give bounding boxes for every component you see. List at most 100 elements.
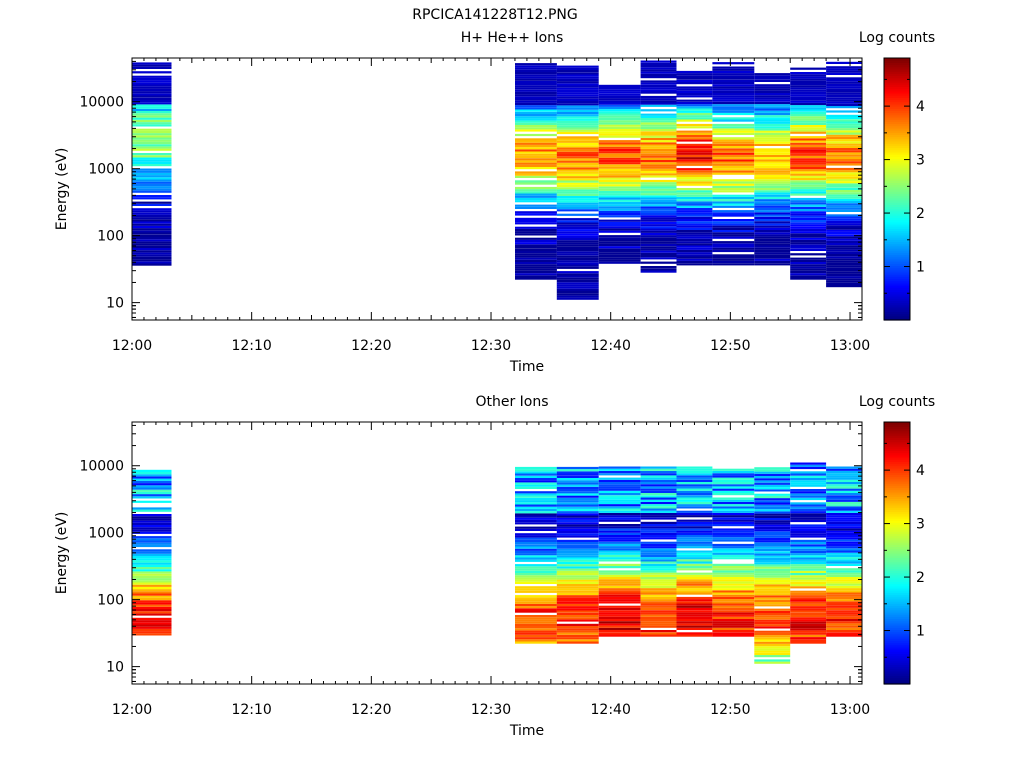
- heatmap-cell: [712, 532, 755, 535]
- heatmap-cell: [598, 592, 641, 595]
- heatmap-cell: [826, 101, 862, 104]
- heatmap-cell: [556, 264, 599, 267]
- heatmap-cell: [515, 266, 557, 269]
- heatmap-cell: [556, 112, 599, 115]
- heatmap-cell: [556, 251, 599, 254]
- colorbar-swatch: [884, 435, 910, 438]
- heatmap-cell: [712, 254, 755, 257]
- heatmap-cell: [556, 533, 599, 536]
- heatmap-cell: [132, 248, 172, 251]
- heatmap-cell: [556, 586, 599, 589]
- heatmap-cell: [515, 162, 557, 165]
- colorbar-swatch: [884, 247, 910, 251]
- heatmap-cell: [132, 586, 172, 590]
- heatmap-cell: [598, 493, 641, 496]
- heatmap-cell: [640, 213, 677, 216]
- heatmap-cell: [556, 78, 599, 82]
- heatmap-cell: [754, 84, 791, 87]
- heatmap-cell: [826, 278, 862, 281]
- heatmap-cell: [640, 559, 677, 562]
- heatmap-cell: [515, 80, 557, 83]
- colorbar-swatch: [884, 498, 910, 502]
- heatmap-cell: [790, 641, 827, 644]
- heatmap-cell: [826, 130, 862, 133]
- heatmap-cell: [598, 243, 641, 247]
- heatmap-cell: [790, 575, 827, 578]
- colorbar-swatch: [884, 430, 910, 434]
- heatmap-cell: [712, 499, 755, 502]
- heatmap-cell: [676, 510, 713, 513]
- heatmap-cell: [712, 97, 755, 100]
- heatmap-cell: [790, 209, 827, 212]
- colorbar-swatch: [884, 629, 910, 633]
- heatmap-cell: [712, 543, 755, 547]
- heatmap-cell: [826, 117, 862, 120]
- heatmap-cell: [132, 128, 172, 131]
- heatmap-cell: [640, 490, 677, 493]
- heatmap-cell: [676, 256, 713, 259]
- heatmap-cell: [515, 595, 557, 598]
- heatmap-cell: [790, 220, 827, 223]
- colorbar-swatch: [884, 90, 910, 94]
- heatmap-cell: [790, 526, 827, 529]
- heatmap-cell: [754, 194, 791, 197]
- heatmap-cell: [790, 608, 827, 611]
- heatmap-cell: [598, 166, 641, 169]
- heatmap-cell: [640, 84, 677, 88]
- heatmap-cell: [598, 537, 641, 540]
- colorbar-swatch: [884, 265, 910, 269]
- colorbar-swatch: [884, 160, 910, 164]
- heatmap-cell: [712, 221, 755, 224]
- heatmap-cell: [754, 77, 791, 80]
- heatmap-cell: [754, 245, 791, 248]
- heatmap-cell: [556, 118, 599, 121]
- heatmap-cell: [598, 515, 641, 518]
- heatmap-cell: [556, 630, 599, 633]
- heatmap-cell: [790, 610, 827, 613]
- heatmap-cell: [676, 90, 713, 93]
- heatmap-cell: [598, 605, 641, 608]
- heatmap-cell: [640, 80, 677, 83]
- heatmap-cell: [712, 577, 755, 580]
- heatmap-cell: [790, 637, 827, 640]
- heatmap-cell: [132, 483, 172, 486]
- heatmap-cell: [132, 113, 172, 116]
- heatmap-cell: [132, 243, 172, 246]
- heatmap-cell: [826, 207, 862, 210]
- heatmap-cell: [598, 195, 641, 198]
- heatmap-cell: [790, 180, 827, 183]
- heatmap-cell: [826, 227, 862, 230]
- heatmap-cell: [676, 475, 713, 478]
- heatmap-cell: [515, 570, 557, 573]
- heatmap-cell: [556, 257, 599, 261]
- x-tick-label: 12:40: [591, 702, 631, 718]
- heatmap-cell: [790, 217, 827, 220]
- heatmap-cell: [712, 132, 755, 135]
- x-axis: 12:00 12:10 12:20 12:30 12:40 12:50 13:00: [112, 422, 870, 718]
- heatmap-cell: [754, 584, 791, 587]
- heatmap-cell: [826, 568, 862, 571]
- heatmap-cell: [640, 508, 677, 511]
- heatmap-cell: [556, 506, 599, 509]
- heatmap-cell: [556, 200, 599, 203]
- heatmap-cell: [790, 138, 827, 141]
- heatmap-cell: [754, 126, 791, 129]
- heatmap-cell: [790, 599, 827, 602]
- heatmap-cell: [556, 70, 599, 73]
- heatmap-cell: [132, 144, 172, 147]
- heatmap-cell: [712, 99, 755, 102]
- heatmap-cell: [640, 76, 677, 79]
- heatmap-cell: [754, 199, 791, 202]
- heatmap-cell: [640, 146, 677, 149]
- heatmap-cell: [676, 112, 713, 116]
- heatmap-cell: [640, 268, 677, 271]
- heatmap-cell: [132, 562, 172, 565]
- heatmap-cell: [515, 94, 557, 97]
- heatmap-cell: [132, 567, 172, 570]
- colorbar-swatch: [884, 428, 910, 432]
- heatmap-cell: [826, 70, 862, 73]
- heatmap-cell: [826, 493, 862, 496]
- heatmap-cell: [826, 524, 862, 527]
- heatmap-cell: [598, 224, 641, 227]
